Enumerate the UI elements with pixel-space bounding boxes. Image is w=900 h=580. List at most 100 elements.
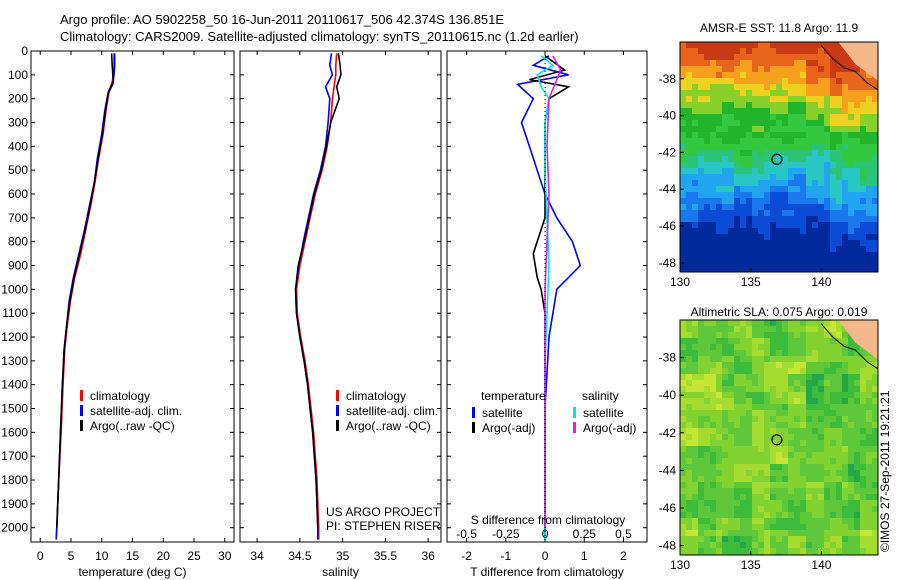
map-cell (728, 428, 735, 435)
map-cell (710, 264, 717, 271)
map-cell (752, 180, 759, 187)
map-cell (854, 108, 861, 115)
map-cell (680, 270, 687, 273)
map-cell (722, 246, 729, 253)
map-cell (854, 392, 861, 399)
map-cell (860, 168, 867, 175)
map-cell (704, 192, 711, 199)
map-cell (704, 264, 711, 271)
map-cell (842, 488, 849, 495)
map-cell (722, 422, 729, 429)
map-cell (812, 234, 819, 241)
y-tick-label: 400 (8, 139, 28, 153)
map-cell (848, 210, 855, 217)
map-cell (776, 96, 783, 103)
map-cell (722, 434, 729, 441)
map-cell (788, 386, 795, 393)
map-cell (692, 536, 699, 543)
map-cell (740, 428, 747, 435)
map-cell (788, 542, 795, 549)
map-cell (770, 204, 777, 211)
map-cell (704, 168, 711, 175)
map-cell (824, 518, 831, 525)
map-cell (800, 380, 807, 387)
map-cell (830, 326, 837, 333)
map-cell (776, 162, 783, 169)
y-tick-label: -44 (659, 463, 677, 477)
map-cell (818, 350, 825, 357)
map-cell (836, 506, 843, 513)
map-cell (680, 464, 687, 471)
map-cell (794, 446, 801, 453)
map-cell (758, 380, 765, 387)
map-cell (716, 404, 723, 411)
map-cell (752, 240, 759, 247)
map-cell (722, 126, 729, 133)
map-cell (752, 84, 759, 91)
map-cell (794, 428, 801, 435)
map-cell (710, 180, 717, 187)
map-cell (722, 90, 729, 97)
map-cell (842, 66, 849, 73)
map-cell (836, 350, 843, 357)
map-cell (716, 168, 723, 175)
map-cell (704, 512, 711, 519)
map-cell (842, 252, 849, 259)
map-cell (872, 488, 879, 495)
map-cell (758, 114, 765, 121)
map-cell (860, 482, 867, 489)
map-cell (704, 542, 711, 549)
map-cell (752, 422, 759, 429)
map-cell (746, 404, 753, 411)
map-cell (872, 536, 879, 543)
map-cell (734, 518, 741, 525)
map-cell (866, 210, 873, 217)
map-cell (752, 210, 759, 217)
map-cell (794, 518, 801, 525)
map-cell (818, 168, 825, 175)
map-cell (758, 228, 765, 235)
map-cell (734, 332, 741, 339)
map-cell (698, 446, 705, 453)
series-line-argo (294, 53, 342, 528)
map-cell (788, 320, 795, 327)
map-cell (830, 150, 837, 157)
map-cell (794, 144, 801, 151)
map-cell (728, 168, 735, 175)
map-cell (728, 180, 735, 187)
y-tick-label: 1900 (1, 497, 28, 511)
map-cell (740, 536, 747, 543)
map-cell (872, 270, 879, 273)
map-cell (710, 138, 717, 145)
map-cell (800, 398, 807, 405)
map-cell (794, 464, 801, 471)
map-cell (758, 470, 765, 477)
map-cell (686, 102, 693, 109)
map-cell (872, 500, 879, 507)
map-cell (680, 72, 687, 79)
map-cell (806, 216, 813, 223)
map-cell (776, 458, 783, 465)
map-cell (800, 482, 807, 489)
map-cell (842, 192, 849, 199)
map-cell (830, 252, 837, 259)
map-cell (746, 488, 753, 495)
map-cell (830, 548, 837, 555)
top-tick-label: 0 (542, 527, 549, 541)
map-cell (866, 488, 873, 495)
map-cell (794, 374, 801, 381)
map-cell (806, 60, 813, 67)
map-cell (860, 494, 867, 501)
map-cell (686, 344, 693, 351)
map-cell (872, 84, 879, 91)
map-cell (836, 108, 843, 115)
map-cell (740, 404, 747, 411)
map-cell (704, 434, 711, 441)
map-cell (740, 198, 747, 205)
map-cell (824, 216, 831, 223)
map-cell (794, 506, 801, 513)
map-cell (680, 240, 687, 247)
map-cell (854, 500, 861, 507)
map-cell (788, 434, 795, 441)
map-cell (866, 222, 873, 229)
